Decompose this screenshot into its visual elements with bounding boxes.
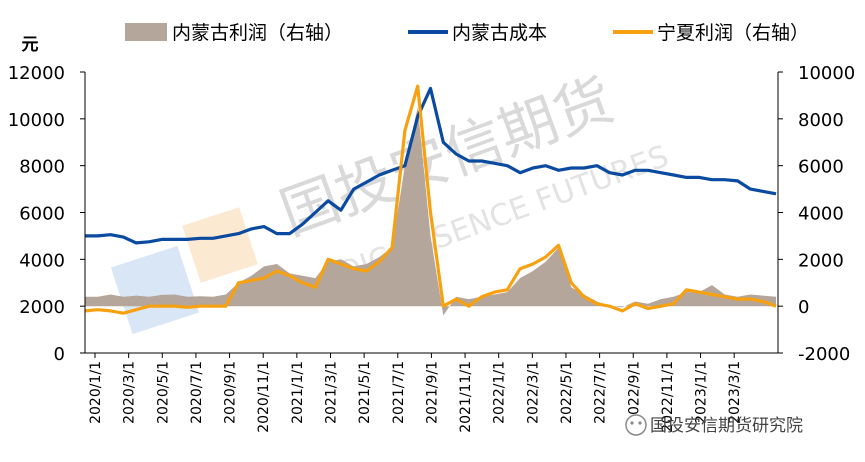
wechat-icon-eye — [638, 421, 642, 425]
x-tick-label: 2022/5/1 — [559, 361, 575, 424]
right-tick-label: 10000 — [798, 63, 855, 84]
x-tick-label: 2021/1/1 — [290, 361, 306, 424]
x-tick-label: 2021/9/1 — [424, 361, 440, 424]
right-tick-label: 4000 — [798, 204, 844, 225]
legend-label-0: 内蒙古利润（右轴） — [172, 22, 343, 44]
legend: 内蒙古利润（右轴） 内蒙古成本 宁夏利润（右轴） — [125, 22, 809, 44]
x-tick-label: 2022/3/1 — [525, 361, 541, 424]
x-tick-label: 2021/3/1 — [323, 361, 339, 424]
y-unit-label: 元 — [22, 35, 39, 55]
series-layer — [84, 84, 777, 316]
left-tick-label: 12000 — [8, 63, 65, 84]
right-tick-label: 2000 — [798, 250, 844, 271]
x-tick-label: 2022/9/1 — [626, 361, 642, 424]
right-tick-label: -2000 — [798, 344, 850, 365]
right-tick-label: 6000 — [798, 157, 844, 178]
wechat-icon-eye — [630, 421, 634, 425]
legend-swatch-0 — [125, 23, 167, 41]
left-tick-label: 6000 — [19, 204, 65, 225]
x-tick-label: 2020/11/1 — [256, 361, 272, 433]
x-tick-label: 2020/9/1 — [223, 361, 239, 424]
x-tick-label: 2022/11/1 — [660, 361, 676, 433]
watermark-logo-blue — [110, 245, 200, 335]
footer-credit: 国投安信期货研究院 — [650, 416, 803, 436]
left-tick-label: 8000 — [19, 157, 65, 178]
right-tick-label: 8000 — [798, 110, 844, 131]
x-tick-label: 2021/11/1 — [458, 361, 474, 433]
x-tick-label: 2020/1/1 — [88, 361, 104, 424]
x-tick-label: 2022/1/1 — [492, 361, 508, 424]
x-tick-label: 2023/1/1 — [694, 361, 710, 424]
wechat-icon — [625, 414, 647, 436]
series-line-inner-mongolia-cost — [85, 86, 777, 245]
x-tick-label: 2023/3/1 — [727, 361, 743, 424]
left-tick-label: 10000 — [8, 110, 65, 131]
watermark-logo-orange — [182, 207, 258, 283]
x-tick-label: 2021/5/1 — [357, 361, 373, 424]
x-tick-label: 2021/7/1 — [391, 361, 407, 424]
legend-label-1: 内蒙古成本 — [452, 22, 547, 44]
x-tick-label: 2020/7/1 — [189, 361, 205, 424]
left-tick-label: 4000 — [19, 250, 65, 271]
right-tick-label: 0 — [798, 297, 809, 318]
left-tick-label: 0 — [54, 344, 65, 365]
left-tick-label: 2000 — [19, 297, 65, 318]
axes: 0 2000 4000 6000 8000 10000 12000 -2000 0 2000 400… — [8, 63, 856, 433]
series-line-ningxia-profit — [84, 84, 777, 315]
footer-credit-group: 国投安信期货研究院 — [625, 414, 803, 436]
x-tick-label: 2020/5/1 — [155, 361, 171, 424]
legend-label-2: 宁夏利润（右轴） — [657, 22, 809, 44]
x-tick-label: 2022/7/1 — [593, 361, 609, 424]
x-tick-label: 2020/3/1 — [122, 361, 138, 424]
